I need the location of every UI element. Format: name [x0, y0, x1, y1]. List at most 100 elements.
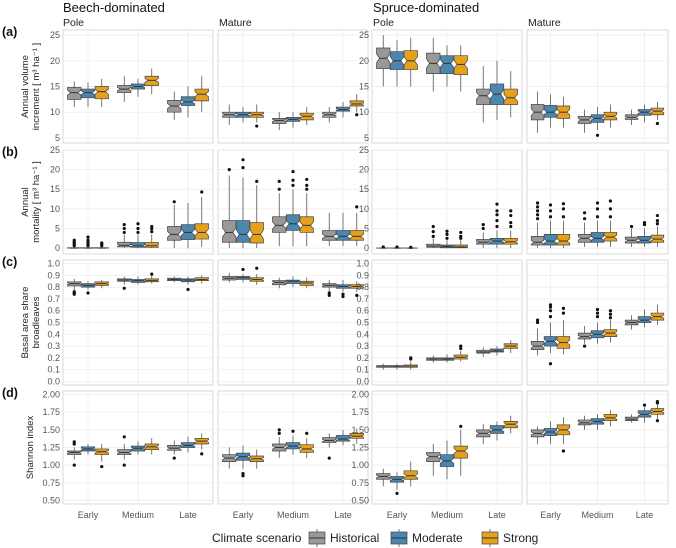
outlier-point: [495, 213, 499, 217]
box: [130, 242, 146, 248]
y-tick-label: 1.25: [42, 443, 60, 453]
y-tick-label: 0.4: [47, 329, 60, 339]
x-tick-label: Medium: [277, 510, 309, 520]
outlier-point: [595, 133, 600, 137]
outlier-point: [100, 464, 104, 469]
outlier-point: [341, 292, 345, 296]
box: [503, 237, 518, 245]
y-tick-label: 1.00: [42, 460, 60, 470]
outlier-point: [561, 449, 566, 453]
y-axis-label: Shannon index: [25, 416, 36, 480]
box: [180, 96, 196, 106]
box: [556, 234, 571, 246]
outlier-point: [509, 209, 513, 213]
outlier-point: [608, 316, 613, 320]
outlier-point: [655, 219, 660, 223]
outlier-point: [227, 168, 231, 172]
panel: [526, 149, 669, 255]
outlier-point: [86, 238, 90, 242]
outlier-point: [445, 232, 449, 236]
y-tick-label: 0.6: [356, 306, 369, 316]
outlier-point: [608, 309, 613, 313]
legend-label: Historical: [330, 531, 379, 545]
box: [285, 214, 301, 231]
outlier-point: [655, 213, 660, 218]
x-tick-label: Medium: [431, 510, 463, 520]
outlier-point: [548, 362, 553, 366]
x-tick-label: Late: [636, 510, 654, 520]
panel: 0.00.1 0.2 0.3 0.40.5 0.6 0.7 0.8 0.91.0: [356, 259, 523, 386]
outlier-point: [608, 215, 613, 219]
y-tick-label: 1.0: [356, 259, 369, 269]
y-tick-label: 5: [55, 133, 60, 143]
outlier-point: [355, 293, 359, 297]
outlier-point: [150, 224, 154, 229]
x-tick-label: Medium: [122, 510, 154, 520]
legend-label: Moderate: [412, 531, 463, 545]
y-tick-label: 0.3: [356, 341, 369, 351]
outlier-point: [277, 431, 281, 435]
outlier-point: [495, 202, 499, 206]
y-tick-label: 0.7: [47, 294, 60, 304]
y-tick-label: 2.00: [351, 390, 369, 400]
y-tick-label: 0.8: [47, 282, 60, 292]
outlier-point: [548, 309, 553, 313]
y-tick-label: 20: [359, 165, 369, 175]
outlier-point: [642, 221, 647, 225]
panel: 0.00.1 0.2 0.3 0.40.5 0.6 0.7 0.8 0.91.0: [47, 259, 214, 386]
outlier-point: [409, 245, 413, 249]
outlier-point: [395, 245, 399, 249]
legend-label: Strong: [503, 531, 538, 545]
outlier-point: [431, 224, 435, 229]
panel: [217, 149, 369, 255]
y-tick-label: 0.7: [356, 294, 369, 304]
outlier-point: [241, 166, 245, 170]
panel: [217, 29, 369, 144]
box: [476, 88, 491, 105]
y-axis-label: Basal area sharebroadleaves: [20, 287, 42, 359]
y-tick-label: 5: [364, 133, 369, 143]
box: [590, 232, 605, 243]
panel: [217, 259, 369, 386]
y-tick-label: 0.0: [356, 376, 369, 386]
outlier-point: [291, 178, 295, 182]
panel: [526, 259, 669, 386]
y-tick-label: 25: [359, 30, 369, 40]
box: [530, 341, 545, 350]
x-tick-label: Early: [540, 510, 561, 520]
outlier-point: [341, 294, 345, 299]
y-tick-label: 0.75: [351, 478, 369, 488]
outlier-point: [305, 177, 309, 182]
outlier-point: [255, 179, 259, 183]
outlier-point: [481, 222, 485, 227]
panel: 0.50 0.75 1.00 1.25 1.50 1.75 2.00 Early Medium L…: [351, 390, 523, 520]
outlier-point: [548, 203, 553, 207]
outlier-point: [277, 187, 281, 191]
outlier-point: [305, 187, 309, 191]
box: [144, 75, 159, 86]
outlier-point: [241, 472, 245, 476]
box: [335, 230, 351, 241]
outlier-point: [327, 293, 331, 297]
outlier-point: [595, 207, 600, 211]
y-tick-label: 25: [50, 145, 60, 155]
outlier-point: [459, 344, 463, 348]
y-tick-label: 15: [359, 184, 369, 194]
y-tick-label: 0.4: [356, 329, 369, 339]
outlier-point: [548, 209, 553, 213]
group-title-spruce: Spruce-dominated: [373, 0, 479, 15]
y-tick-label: 0.50: [351, 495, 369, 505]
outlier-point: [241, 267, 245, 272]
y-tick-label: 0.3: [47, 341, 60, 351]
outlier-point: [381, 245, 385, 249]
outlier-point: [535, 205, 540, 209]
box: [322, 230, 337, 241]
outlier-point: [495, 224, 499, 229]
outlier-point: [595, 311, 600, 315]
outlier-point: [582, 211, 587, 215]
outlier-point: [186, 287, 190, 292]
y-tick-label: 0.8: [356, 282, 369, 292]
box: [543, 105, 558, 118]
outlier-point: [355, 205, 359, 209]
